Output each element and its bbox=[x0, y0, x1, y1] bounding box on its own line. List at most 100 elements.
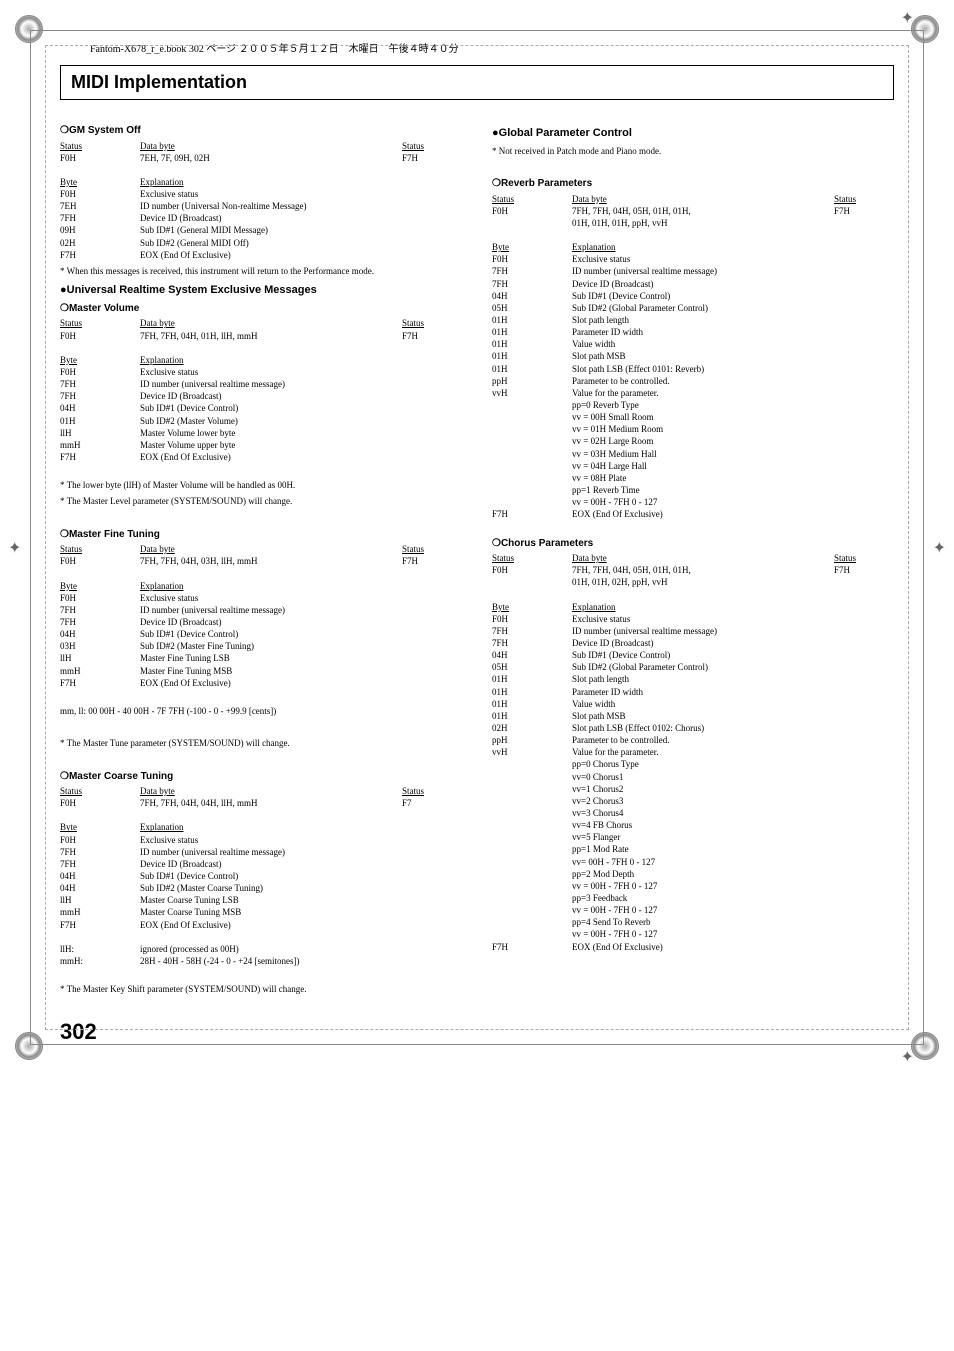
col-header: Byte bbox=[60, 821, 140, 833]
cell: ignored (processed as 00H) bbox=[140, 943, 462, 955]
data-row: 7FHID number (universal realtime message… bbox=[60, 378, 462, 390]
cell: Master Volume lower byte bbox=[140, 427, 462, 439]
data-row: 05HSub ID#2 (Global Parameter Control) bbox=[492, 302, 894, 314]
value-line: pp=2 Mod Depth bbox=[492, 868, 894, 880]
cell: mmH: bbox=[60, 955, 140, 967]
cell: llH bbox=[60, 652, 140, 664]
cell: F0H bbox=[492, 564, 572, 576]
note: * The Master Tune parameter (SYSTEM/SOUN… bbox=[60, 737, 462, 749]
cell: llH bbox=[60, 894, 140, 906]
cell: F0H bbox=[60, 366, 140, 378]
cell: Master Coarse Tuning LSB bbox=[140, 894, 462, 906]
cell: F7H bbox=[834, 564, 894, 576]
reg-mark-icon: ✦ bbox=[8, 538, 21, 558]
cell: Sub ID#2 (Global Parameter Control) bbox=[572, 302, 894, 314]
data-row: 7FHID number (universal realtime message… bbox=[492, 265, 894, 277]
data-row: ppHParameter to be controlled. bbox=[492, 734, 894, 746]
data-row: 01HSlot path length bbox=[492, 314, 894, 326]
cell: Slot path LSB (Effect 0102: Chorus) bbox=[572, 722, 894, 734]
value-line: vv = 00H - 7FH 0 - 127 bbox=[492, 904, 894, 916]
crop-mark-icon bbox=[911, 15, 939, 43]
data-row: F0HExclusive status bbox=[60, 366, 462, 378]
cell: 01H bbox=[60, 415, 140, 427]
value-line: vv=2 Chorus3 bbox=[492, 795, 894, 807]
cell: ID number (universal realtime message) bbox=[140, 378, 462, 390]
value-line: vv = 04H Large Hall bbox=[492, 460, 894, 472]
data-row: llHMaster Fine Tuning LSB bbox=[60, 652, 462, 664]
data-row: 7FHID number (universal realtime message… bbox=[492, 625, 894, 637]
cell: 04H bbox=[492, 649, 572, 661]
right-column: ●Global Parameter Control * Not received… bbox=[492, 120, 894, 999]
col-header: Data byte bbox=[140, 317, 402, 329]
cell: Master Fine Tuning MSB bbox=[140, 665, 462, 677]
data-row: 7FHID number (universal realtime message… bbox=[60, 604, 462, 616]
header-line: Fantom-X678_r_e.book 302 ページ ２００５年５月１２日 … bbox=[60, 40, 894, 55]
value-line: pp=4 Send To Reverb bbox=[492, 916, 894, 928]
cell: Exclusive status bbox=[140, 366, 462, 378]
cell: Slot path MSB bbox=[572, 710, 894, 722]
cell: Device ID (Broadcast) bbox=[572, 637, 894, 649]
cell: 01H, 01H, 01H, ppH, vvH bbox=[572, 217, 894, 229]
data-row: F0HExclusive status bbox=[60, 188, 462, 200]
col-header: Status bbox=[60, 317, 140, 329]
cell: Sub ID#1 (Device Control) bbox=[140, 628, 462, 640]
data-row: 7FHDevice ID (Broadcast) bbox=[60, 212, 462, 224]
col-header: Status bbox=[402, 140, 462, 152]
cell: Sub ID#2 (General MIDI Off) bbox=[140, 237, 462, 249]
cell: 05H bbox=[492, 302, 572, 314]
data-row: 01HValue width bbox=[492, 698, 894, 710]
cell: Exclusive status bbox=[140, 188, 462, 200]
cell: F0H bbox=[60, 592, 140, 604]
cell: 01H bbox=[492, 673, 572, 685]
cell: F0H bbox=[60, 555, 140, 567]
note: * The lower byte (llH) of Master Volume … bbox=[60, 479, 462, 491]
cell: F0H bbox=[492, 205, 572, 217]
mvol-heading: ❍Master Volume bbox=[60, 302, 462, 316]
cell: 02H bbox=[60, 237, 140, 249]
cell: Value for the parameter. bbox=[572, 746, 894, 758]
value-line: pp=1 Reverb Time bbox=[492, 484, 894, 496]
data-row: 04HSub ID#1 (Device Control) bbox=[60, 870, 462, 882]
cell: Sub ID#1 (Device Control) bbox=[572, 649, 894, 661]
col-header: Data byte bbox=[140, 543, 402, 555]
value-line: vv=4 FB Chorus bbox=[492, 819, 894, 831]
cell: vvH bbox=[492, 746, 572, 758]
data-row: 7FHDevice ID (Broadcast) bbox=[492, 637, 894, 649]
cell: mmH bbox=[60, 665, 140, 677]
data-row: mmHMaster Coarse Tuning MSB bbox=[60, 906, 462, 918]
cell: 01H bbox=[492, 710, 572, 722]
cell: 7FH bbox=[60, 378, 140, 390]
cell: 01H bbox=[492, 326, 572, 338]
cell: 7FH bbox=[492, 265, 572, 277]
col-header: Status bbox=[492, 193, 572, 205]
reverb-heading: ❍Reverb Parameters bbox=[492, 177, 894, 191]
cell: 7FH bbox=[60, 212, 140, 224]
value-line: vv=3 Chorus4 bbox=[492, 807, 894, 819]
cell: 01H bbox=[492, 338, 572, 350]
col-header: Byte bbox=[60, 176, 140, 188]
data-row: 01HSlot path LSB (Effect 0101: Reverb) bbox=[492, 363, 894, 375]
cell: Device ID (Broadcast) bbox=[140, 858, 462, 870]
cell: F7H bbox=[834, 205, 894, 217]
col-header: Explanation bbox=[140, 354, 462, 366]
value-line: vv = 00H - 7FH 0 - 127 bbox=[492, 496, 894, 508]
value-line: vv = 03H Medium Hall bbox=[492, 448, 894, 460]
data-row: 01HSub ID#2 (Master Volume) bbox=[60, 415, 462, 427]
cell: Slot path length bbox=[572, 673, 894, 685]
value-line: vv= 00H - 7FH 0 - 127 bbox=[492, 856, 894, 868]
cell: EOX (End Of Exclusive) bbox=[140, 677, 462, 689]
note: mm, ll: 00 00H - 40 00H - 7F 7FH (-100 -… bbox=[60, 705, 462, 717]
cell: F7H bbox=[402, 152, 462, 164]
page-number: 302 bbox=[60, 1019, 894, 1045]
cell: Sub ID#1 (Device Control) bbox=[140, 402, 462, 414]
data-row: 7FHDevice ID (Broadcast) bbox=[60, 858, 462, 870]
note: * Not received in Patch mode and Piano m… bbox=[492, 145, 894, 157]
cell: ID number (universal realtime message) bbox=[140, 846, 462, 858]
value-line: vv = 00H - 7FH 0 - 127 bbox=[492, 880, 894, 892]
cell: 01H bbox=[492, 698, 572, 710]
cell: F0H bbox=[60, 152, 140, 164]
data-row: mmH:28H - 40H - 58H (-24 - 0 - +24 [semi… bbox=[60, 955, 462, 967]
main-title: MIDI Implementation bbox=[71, 72, 883, 93]
cell: 02H bbox=[492, 722, 572, 734]
col-header: Status bbox=[402, 785, 462, 797]
